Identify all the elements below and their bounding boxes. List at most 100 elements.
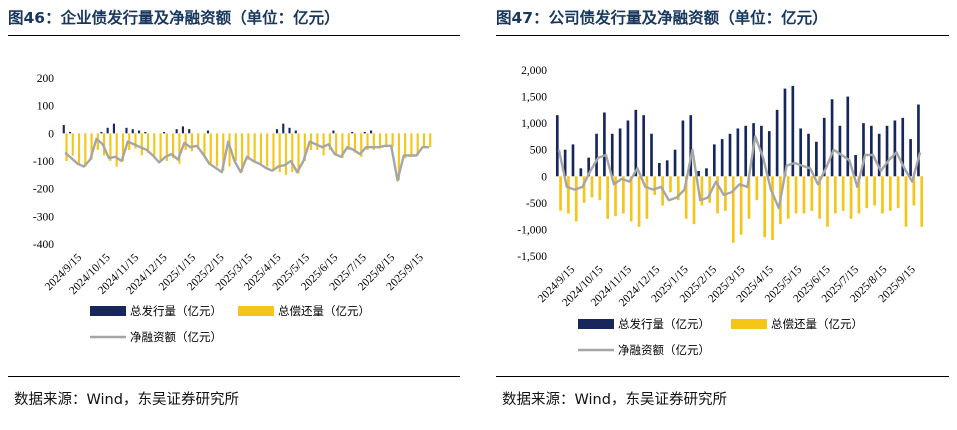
legend-label-net: 净融资额（亿元） bbox=[618, 343, 710, 357]
repayment-bar bbox=[209, 133, 212, 164]
repayment-bar bbox=[669, 176, 672, 193]
issuance-bar bbox=[893, 120, 897, 177]
repayment-bar bbox=[920, 176, 924, 227]
issuance-bar bbox=[282, 123, 285, 134]
issuance-bar bbox=[112, 123, 116, 134]
issuance-bar bbox=[783, 88, 787, 177]
issuance-bar bbox=[610, 133, 614, 177]
repayment-bar bbox=[786, 176, 790, 219]
issuance-bar bbox=[846, 96, 850, 177]
repayment-bar bbox=[297, 133, 300, 174]
issuance-bar bbox=[909, 139, 912, 177]
repayment-bar bbox=[335, 133, 338, 156]
title-rule bbox=[8, 35, 460, 36]
issuance-bar bbox=[901, 117, 905, 177]
repayment-bar bbox=[429, 133, 432, 148]
y-tick-label: -1,500 bbox=[517, 251, 547, 263]
issuance-bar bbox=[775, 109, 779, 177]
repayment-bar bbox=[397, 133, 400, 181]
repayment-bar bbox=[708, 176, 712, 203]
legend-label-repayment: 总偿还量（亿元） bbox=[278, 304, 370, 318]
repayment-bar bbox=[190, 133, 193, 152]
source-note: 数据来源：Wind，东吴证券研究所 bbox=[14, 392, 239, 408]
repayment-bar bbox=[146, 133, 150, 153]
repayment-bar bbox=[574, 176, 578, 222]
issuance-bar bbox=[650, 133, 653, 177]
repayment-bar bbox=[134, 133, 137, 149]
repayment-bar bbox=[366, 133, 369, 150]
issuance-bar bbox=[163, 131, 166, 134]
repayment-bar bbox=[606, 176, 610, 219]
repayment-bar bbox=[215, 133, 219, 167]
issuance-bar bbox=[332, 130, 335, 134]
issuance-bar bbox=[206, 130, 210, 134]
issuance-bar bbox=[658, 163, 661, 177]
repayment-bar bbox=[71, 133, 74, 156]
repayment-bar bbox=[692, 176, 696, 225]
legend-label-issuance: 总发行量（亿元） bbox=[130, 304, 222, 318]
repayment-bar bbox=[272, 133, 275, 170]
repayment-bar bbox=[77, 133, 81, 164]
y-tick-label: -500 bbox=[526, 198, 547, 210]
y-tick-label: 500 bbox=[530, 145, 548, 157]
issuance-bar bbox=[736, 128, 740, 177]
issuance-bar bbox=[131, 129, 134, 134]
issuance-bar bbox=[838, 125, 842, 177]
repayment-bar bbox=[266, 133, 269, 167]
repayment-bar bbox=[700, 176, 704, 206]
issuance-bar bbox=[626, 120, 630, 177]
repayment-bar bbox=[172, 133, 175, 159]
repayment-bar bbox=[865, 176, 869, 209]
repayment-bar bbox=[896, 176, 900, 209]
repayment-bar bbox=[228, 133, 231, 167]
repayment-bar bbox=[826, 176, 829, 227]
issuance-bar bbox=[579, 168, 583, 177]
repayment-bar bbox=[109, 133, 112, 161]
issuance-bar bbox=[862, 123, 865, 177]
issuance-bar bbox=[555, 115, 559, 177]
repayment-bar bbox=[140, 133, 143, 156]
issuance-bar bbox=[363, 131, 366, 134]
repayment-bar bbox=[873, 176, 876, 206]
issuance-bar bbox=[369, 130, 373, 134]
issuance-bar bbox=[351, 131, 354, 134]
repayment-bar bbox=[303, 133, 306, 161]
issuance-bar bbox=[125, 127, 128, 134]
repayment-bar bbox=[645, 176, 649, 219]
repayment-bar bbox=[360, 133, 363, 157]
net-financing-line bbox=[64, 137, 429, 182]
repayment-bar bbox=[841, 176, 845, 211]
legend-label-issuance: 总发行量（亿元） bbox=[618, 317, 710, 331]
legend-swatch-repayment bbox=[731, 319, 767, 329]
repayment-bar bbox=[818, 176, 821, 219]
source-rule bbox=[496, 376, 949, 377]
repayment-bar bbox=[178, 133, 181, 164]
issuance-bar bbox=[62, 125, 65, 134]
repayment-bar bbox=[291, 133, 294, 173]
repayment-bar bbox=[416, 133, 419, 156]
issuance-bar bbox=[587, 157, 591, 177]
repayment-bar bbox=[881, 176, 884, 214]
repayment-bar bbox=[347, 133, 350, 150]
issuance-bar bbox=[68, 131, 72, 134]
repayment-bar bbox=[810, 176, 814, 211]
repayment-bar bbox=[622, 176, 625, 214]
repayment-bar bbox=[84, 133, 87, 167]
issuance-bar bbox=[288, 127, 291, 134]
repayment-bar bbox=[378, 133, 382, 149]
legend-swatch-repayment bbox=[238, 306, 274, 316]
legend-label-net: 净融资额（亿元） bbox=[130, 330, 222, 344]
issuance-bar bbox=[618, 128, 622, 177]
issuance-bar bbox=[791, 85, 795, 177]
repayment-bar bbox=[755, 176, 759, 201]
repayment-bar bbox=[241, 133, 244, 173]
issuance-bar bbox=[175, 129, 178, 134]
issuance-bar bbox=[822, 117, 826, 177]
repayment-bar bbox=[912, 176, 916, 206]
legend-swatch-issuance bbox=[90, 306, 126, 316]
issuance-bar bbox=[744, 125, 748, 177]
issuance-bar bbox=[689, 115, 693, 177]
repayment-bar bbox=[203, 133, 206, 157]
issuance-bar bbox=[603, 112, 606, 177]
issuance-bar bbox=[634, 109, 638, 177]
